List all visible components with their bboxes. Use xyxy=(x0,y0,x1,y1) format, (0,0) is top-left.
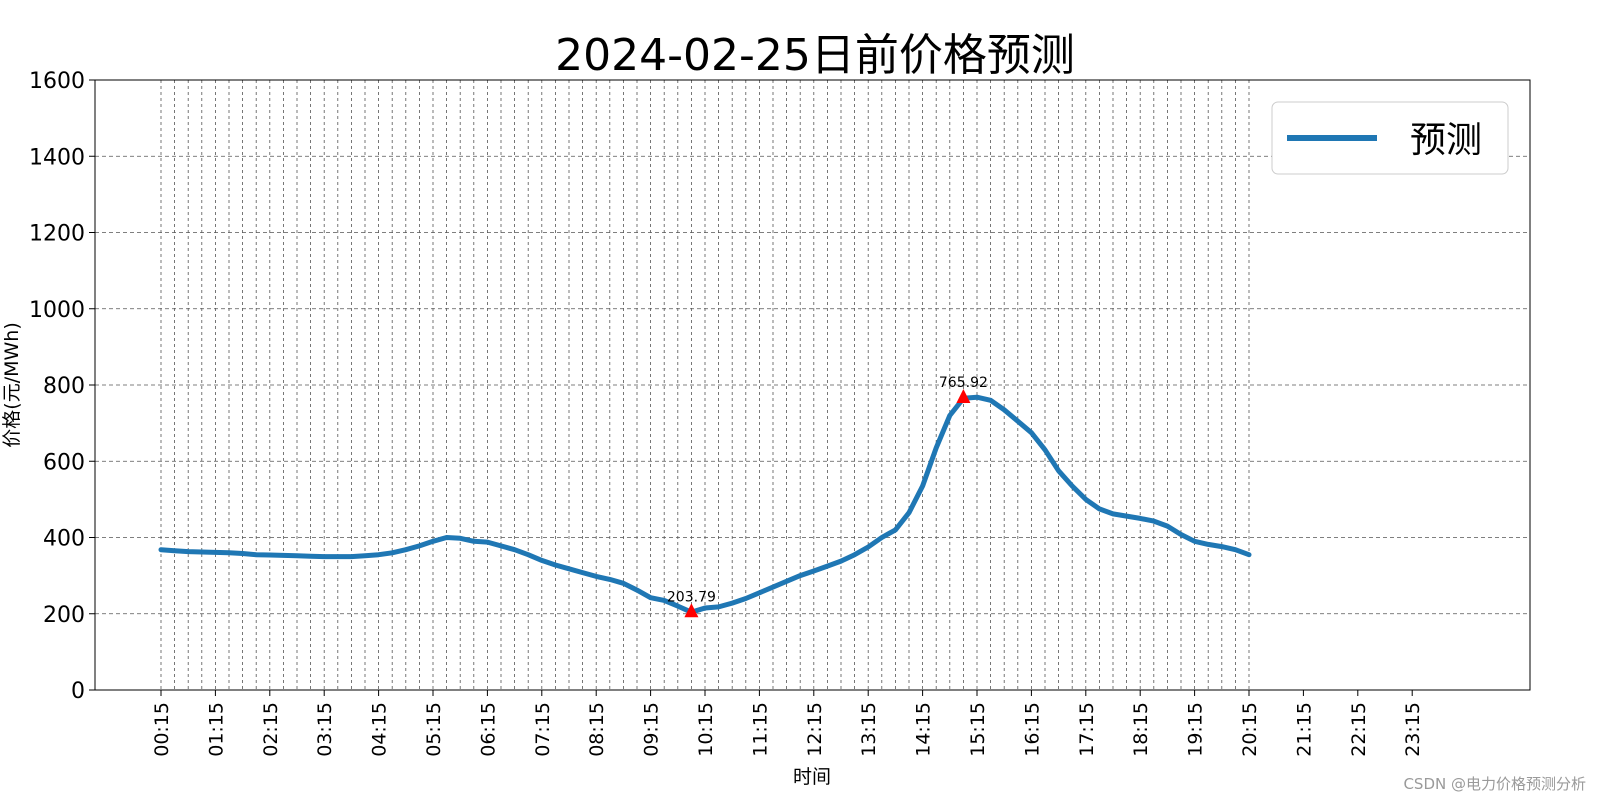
x-tick-label: 03:15 xyxy=(314,702,336,757)
y-tick-label: 200 xyxy=(43,603,85,628)
annotations: 203.79 765.92 xyxy=(667,375,988,618)
y-tick-label: 1600 xyxy=(29,69,85,94)
annotation-marker xyxy=(956,388,971,403)
legend: 预测 xyxy=(1271,101,1509,175)
series-layer xyxy=(158,394,1252,615)
x-tick-label: 11:15 xyxy=(749,702,771,757)
annotation-marker xyxy=(684,603,699,618)
y-tick-label: 1400 xyxy=(29,145,85,170)
x-tick-label: 04:15 xyxy=(369,702,391,757)
y-tick-label: 800 xyxy=(43,374,85,399)
x-tick-label: 08:15 xyxy=(586,702,608,757)
x-tick-label: 13:15 xyxy=(858,702,880,757)
x-tick-label: 22:15 xyxy=(1348,702,1370,757)
x-tick-label: 21:15 xyxy=(1293,702,1315,757)
x-tick-label: 09:15 xyxy=(641,702,663,757)
x-tick-label: 07:15 xyxy=(532,702,554,757)
y-tick-label: 1000 xyxy=(29,298,85,323)
annotation-label: 765.92 xyxy=(939,375,988,391)
y-tick-label: 400 xyxy=(43,527,85,552)
x-tick-label: 01:15 xyxy=(205,702,227,757)
x-tick-label: 16:15 xyxy=(1021,702,1043,757)
y-axis-label: 价格(元/MWh) xyxy=(1,322,23,447)
legend-label: 预测 xyxy=(1410,120,1482,161)
x-tick-label: 23:15 xyxy=(1402,702,1424,757)
x-tick-label: 06:15 xyxy=(477,702,499,757)
x-tick-label: 17:15 xyxy=(1076,702,1098,757)
x-axis: 00:15 01:15 02:15 03:15 04:15 05:15 06:15 07:15… xyxy=(151,690,1424,757)
y-tick-label: 0 xyxy=(71,679,85,704)
watermark: CSDN @电力价格预测分析 xyxy=(1403,775,1586,793)
x-tick-label: 19:15 xyxy=(1185,702,1207,757)
x-tick-label: 10:15 xyxy=(695,702,717,757)
x-tick-label: 12:15 xyxy=(804,702,826,757)
legend-box xyxy=(1271,101,1509,175)
x-tick-label: 02:15 xyxy=(260,702,282,757)
y-axis: 0 200 400 600 800 1000 1200 1400 1600 xyxy=(29,69,95,704)
x-tick-label: 20:15 xyxy=(1239,702,1261,757)
x-tick-label: 00:15 xyxy=(151,702,173,757)
x-tick-label: 05:15 xyxy=(423,702,445,757)
y-tick-label: 1200 xyxy=(29,222,85,247)
x-tick-label: 18:15 xyxy=(1130,702,1152,757)
x-axis-label: 时间 xyxy=(793,766,831,788)
x-tick-label: 15:15 xyxy=(967,702,989,757)
y-tick-label: 600 xyxy=(43,450,85,475)
chart-title: 2024-02-25日前价格预测 xyxy=(555,30,1075,81)
series-line xyxy=(158,394,1252,615)
annotation-label: 203.79 xyxy=(667,589,716,605)
x-tick-label: 14:15 xyxy=(913,702,935,757)
